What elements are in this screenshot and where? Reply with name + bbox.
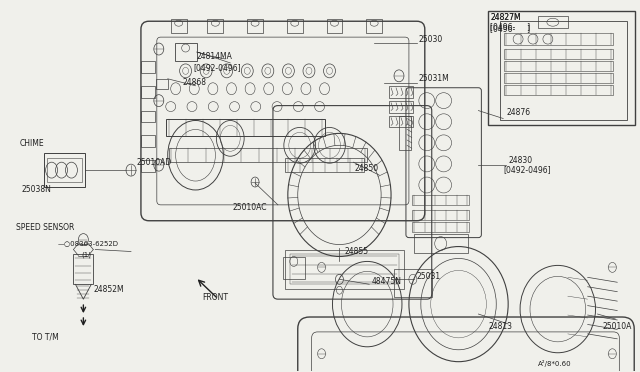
Text: 25010AC: 25010AC	[232, 203, 267, 212]
Bar	[283, 257, 305, 279]
Text: 24876: 24876	[506, 108, 531, 117]
Bar	[488, 11, 636, 125]
Bar	[399, 116, 411, 150]
Bar	[504, 73, 613, 83]
Text: A²/8*0.60: A²/8*0.60	[538, 360, 572, 367]
Text: 24850: 24850	[355, 164, 378, 173]
Bar	[285, 158, 364, 172]
Text: [0492-0496]: [0492-0496]	[503, 166, 551, 174]
Text: CHIME: CHIME	[20, 139, 44, 148]
Text: 48475N: 48475N	[371, 277, 401, 286]
Bar	[504, 85, 613, 95]
Text: 24827M: 24827M	[490, 13, 521, 22]
Bar	[285, 250, 404, 289]
Bar	[156, 79, 168, 89]
Text: 24852M: 24852M	[93, 285, 124, 294]
Text: 25030: 25030	[419, 35, 443, 44]
Bar	[500, 21, 627, 121]
Text: 25038N: 25038N	[22, 186, 52, 195]
Bar	[290, 254, 399, 284]
Text: 25031M: 25031M	[419, 74, 449, 83]
Bar	[166, 119, 324, 137]
Text: TO T/M: TO T/M	[32, 332, 58, 341]
Bar	[247, 19, 263, 33]
Bar	[412, 195, 470, 205]
Text: SPEED SENSOR: SPEED SENSOR	[16, 223, 74, 232]
Text: FRONT: FRONT	[202, 293, 228, 302]
Bar	[141, 61, 155, 73]
Bar	[504, 61, 613, 71]
Bar	[504, 49, 613, 59]
Bar	[141, 86, 155, 98]
Bar	[47, 158, 83, 182]
Text: 24813: 24813	[488, 323, 512, 331]
Text: [0496-     ]: [0496- ]	[490, 22, 531, 31]
Bar	[538, 16, 568, 28]
Text: 24868: 24868	[182, 78, 207, 87]
Text: [0492-0496]: [0492-0496]	[193, 63, 241, 73]
Bar	[141, 135, 155, 147]
Bar	[414, 234, 468, 253]
Bar	[504, 33, 613, 45]
Bar	[74, 254, 93, 284]
Bar	[389, 116, 413, 128]
Bar	[389, 86, 413, 98]
Bar	[326, 19, 342, 33]
Bar	[389, 101, 413, 113]
Bar	[207, 19, 223, 33]
Bar	[141, 160, 155, 172]
Bar	[394, 269, 432, 297]
Bar	[287, 19, 303, 33]
Bar	[169, 148, 367, 162]
Bar	[175, 43, 196, 61]
Bar	[366, 19, 382, 33]
Text: 24814MA: 24814MA	[196, 52, 232, 61]
Text: 24830: 24830	[508, 156, 532, 165]
Bar	[44, 153, 85, 187]
Bar	[141, 110, 155, 122]
Text: 24827M: 24827M	[490, 13, 521, 22]
Text: (1): (1)	[81, 251, 92, 258]
Text: 25031: 25031	[417, 272, 441, 281]
Bar	[171, 19, 187, 33]
Text: 24855: 24855	[344, 247, 369, 256]
Text: —○08363-6252D: —○08363-6252D	[58, 240, 118, 246]
Bar	[412, 210, 470, 220]
Bar	[412, 222, 470, 232]
Text: 25010A: 25010A	[602, 323, 632, 331]
Text: 25010AD: 25010AD	[137, 158, 172, 167]
Text: [0496-     ]: [0496- ]	[490, 24, 531, 33]
